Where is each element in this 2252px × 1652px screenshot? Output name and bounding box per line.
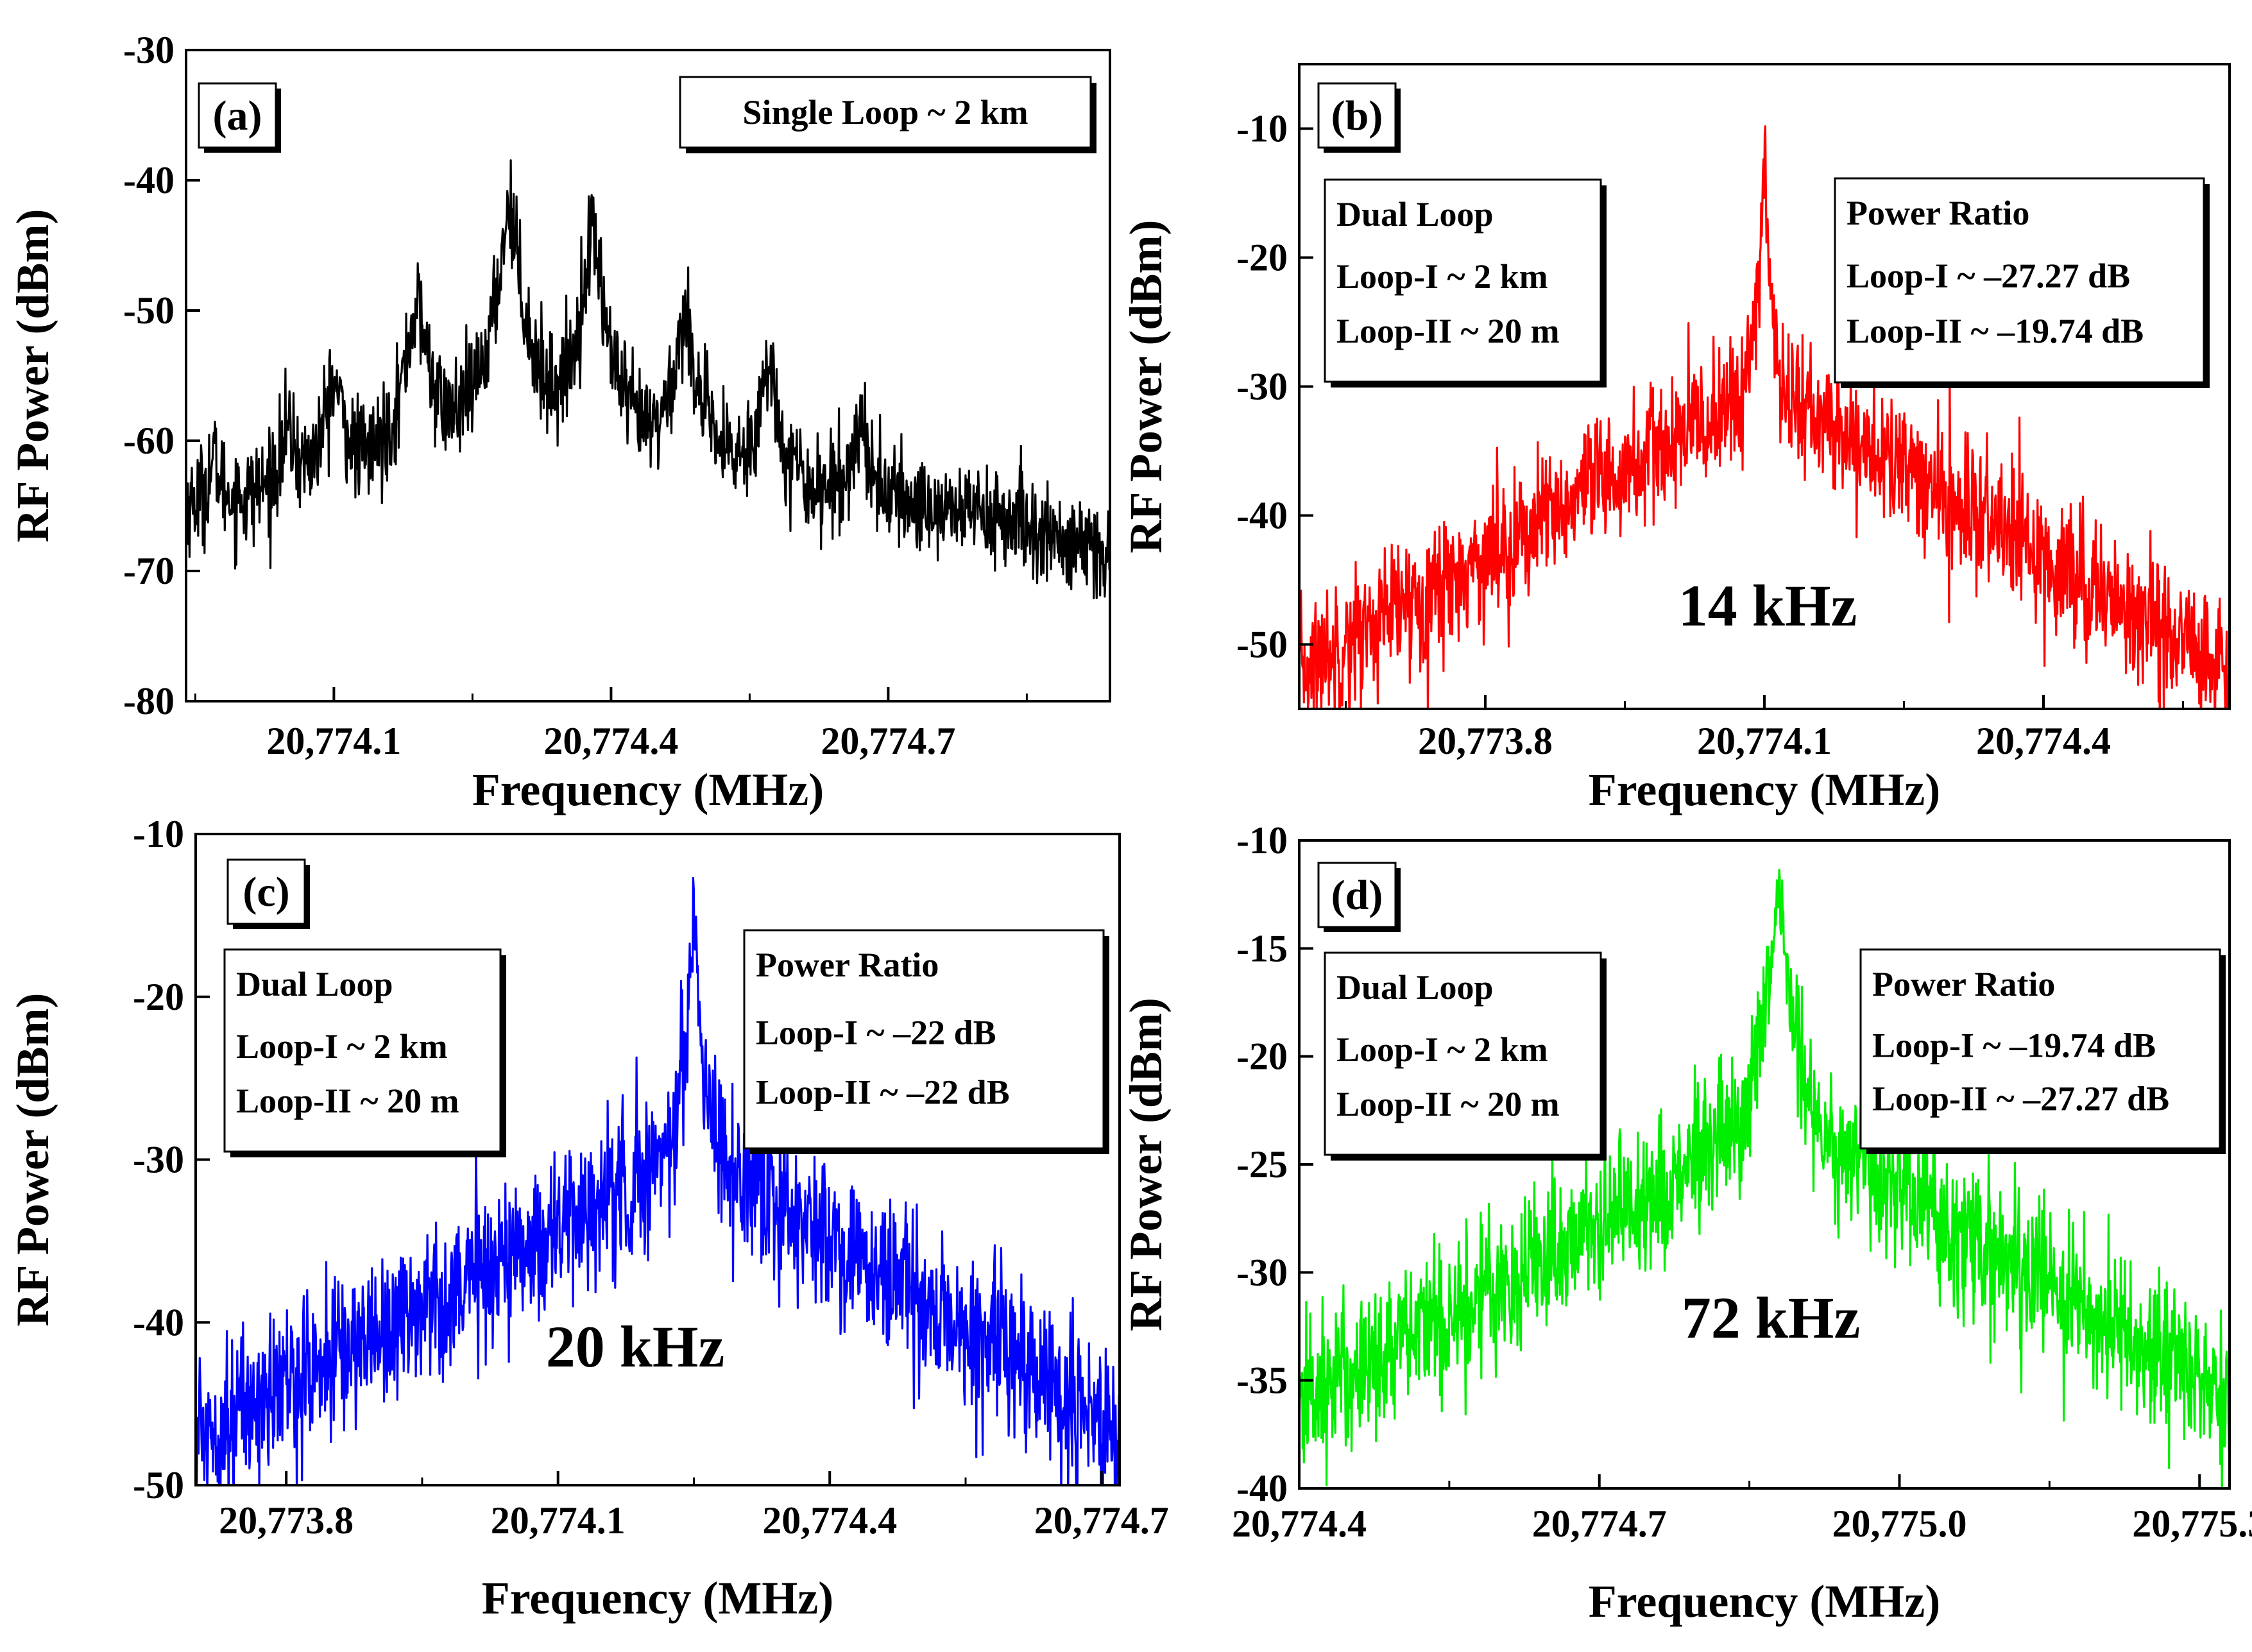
x-tick-label-c: 20,774.4 [762, 1499, 897, 1542]
series-line-d [1299, 869, 2230, 1488]
chart-panel-c: -50 -40 -30 -20 -10 20,773.8 20,774.1 20,774.4 2… [7, 813, 1169, 1624]
x-tick-label-d: 20,774.4 [1232, 1503, 1367, 1545]
legend-text-c: Loop-I ~ –22 dB [756, 1013, 996, 1052]
chart-panel-d: -40 -35 -30 -25 -20 -15 -10 20,774.4 20,774.7 20,… [1120, 819, 2252, 1627]
y-tick-label-a: -70 [123, 550, 175, 592]
series-line-a [186, 159, 1110, 600]
x-tick-label-d: 20,775.3 [2132, 1503, 2252, 1545]
legend-text-c: Loop-II ~ –22 dB [756, 1073, 1010, 1112]
x-tick-label-b: 20,773.8 [1418, 720, 1553, 762]
panel-label-box-a [198, 82, 277, 149]
y-tick-label-b: -20 [1236, 237, 1288, 279]
legend-box-a [679, 76, 1092, 149]
linewidth-label-b: 14 kHz [1678, 573, 1857, 638]
y-tick-label-c: -50 [133, 1464, 184, 1506]
x-tick-label-d: 20,775.0 [1832, 1503, 1966, 1545]
legend-text-b: Dual Loop [1336, 195, 1494, 234]
legend-text-c: Loop-II ~ 20 m [236, 1082, 459, 1120]
x-axis-label-a: Frequency (MHz) [472, 764, 824, 815]
legend-text-b: Loop-II ~ 20 m [1336, 312, 1560, 350]
x-tick-label-c: 20,773.8 [219, 1499, 354, 1542]
panel-label-box-d [1317, 862, 1397, 928]
legend-text-d: Loop-II ~ 20 m [1336, 1085, 1560, 1123]
y-axis-label-d: RF Power (dBm) [1120, 998, 1172, 1331]
legend-text-c: Power Ratio [756, 946, 939, 984]
y-tick-label-c: -20 [133, 976, 184, 1018]
y-tick-label-a: -50 [123, 289, 175, 332]
chart-panel-b: -50 -40 -30 -20 -10 20,773.8 20,774.1 20,774.4 F… [1120, 63, 2231, 815]
linewidth-label-c: 20 kHz [546, 1314, 725, 1379]
plot-frame-d [1298, 839, 2231, 1490]
y-tick-label-d: -25 [1236, 1143, 1288, 1186]
y-axis-label-c: RF Power (dBm) [7, 993, 58, 1327]
y-tick-label-d: -10 [1236, 819, 1288, 862]
panel-label-box-b [1317, 82, 1397, 149]
legend-box-c [223, 948, 502, 1153]
y-tick-label-d: -35 [1236, 1359, 1288, 1402]
y-tick-label-a: -30 [123, 29, 175, 71]
y-tick-label-b: -30 [1236, 366, 1288, 408]
y-tick-label-c: -10 [133, 813, 184, 855]
series-line-b [1299, 125, 2230, 709]
legend-box-c [743, 929, 1105, 1150]
x-tick-label-a: 20,774.4 [543, 720, 678, 762]
legend-box-b [1834, 177, 2205, 384]
legend-text-d: Loop-I ~ 2 km [1336, 1030, 1548, 1069]
legend-box-d [1859, 948, 2221, 1150]
x-tick-label-c: 20,774.7 [1034, 1499, 1169, 1542]
y-tick-label-a: -60 [123, 420, 175, 462]
x-tick-label-d: 20,774.7 [1532, 1503, 1667, 1545]
x-tick-label-a: 20,774.7 [821, 720, 955, 762]
x-tick-label-a: 20,774.1 [266, 720, 401, 762]
y-tick-label-b: -50 [1236, 624, 1288, 666]
y-tick-label-c: -30 [133, 1139, 184, 1181]
legend-text-d: Dual Loop [1336, 968, 1494, 1007]
panel-label-d: (d) [1331, 872, 1383, 919]
y-tick-label-a: -80 [123, 680, 175, 722]
chart-panel-a: -80 -70 -60 -50 -40 -30 20,774.1 20,774.4 20,774… [7, 29, 1111, 815]
legend-text-b: Loop-I ~ 2 km [1336, 257, 1548, 296]
y-tick-label-c: -40 [133, 1301, 184, 1343]
panel-label-c: (c) [243, 869, 289, 915]
legend-text-a: Single Loop ~ 2 km [742, 93, 1028, 132]
legend-text-d: Loop-I ~ –19.74 dB [1872, 1026, 2156, 1064]
panel-label-box-c [226, 858, 306, 925]
y-tick-label-b: -10 [1236, 108, 1288, 150]
y-tick-label-d: -20 [1236, 1035, 1288, 1078]
legend-box-d [1324, 951, 1602, 1156]
series-line-c [196, 876, 1120, 1485]
x-tick-label-c: 20,774.1 [491, 1499, 626, 1542]
legend-text-b: Power Ratio [1847, 194, 2029, 232]
y-axis-label-b: RF Power (dBm) [1120, 220, 1172, 554]
y-tick-label-d: -40 [1236, 1467, 1288, 1510]
panel-label-a: (a) [213, 92, 262, 139]
panel-label-b: (b) [1331, 92, 1383, 139]
x-tick-label-b: 20,774.4 [1976, 720, 2111, 762]
legend-text-b: Loop-II ~ –19.74 dB [1847, 312, 2144, 350]
plot-frame-a [185, 49, 1111, 703]
legend-text-c: Dual Loop [236, 965, 393, 1003]
y-tick-label-d: -30 [1236, 1251, 1288, 1293]
y-tick-label-d: -15 [1236, 927, 1288, 969]
legend-box-b [1324, 178, 1602, 383]
legend-text-d: Power Ratio [1872, 965, 2055, 1003]
x-axis-label-d: Frequency (MHz) [1589, 1576, 1941, 1627]
legend-text-b: Loop-I ~ –27.27 dB [1847, 257, 2130, 295]
y-tick-label-b: -40 [1236, 495, 1288, 537]
legend-text-c: Loop-I ~ 2 km [236, 1027, 448, 1066]
y-axis-label-a: RF Power (dBm) [7, 209, 58, 543]
y-tick-label-a: -40 [123, 159, 175, 201]
x-tick-label-b: 20,774.1 [1697, 720, 1832, 762]
legend-text-d: Loop-II ~ –27.27 dB [1872, 1080, 2169, 1118]
x-axis-label-c: Frequency (MHz) [482, 1572, 834, 1624]
linewidth-label-d: 72 kHz [1682, 1285, 1861, 1350]
x-axis-label-b: Frequency (MHz) [1589, 764, 1941, 815]
